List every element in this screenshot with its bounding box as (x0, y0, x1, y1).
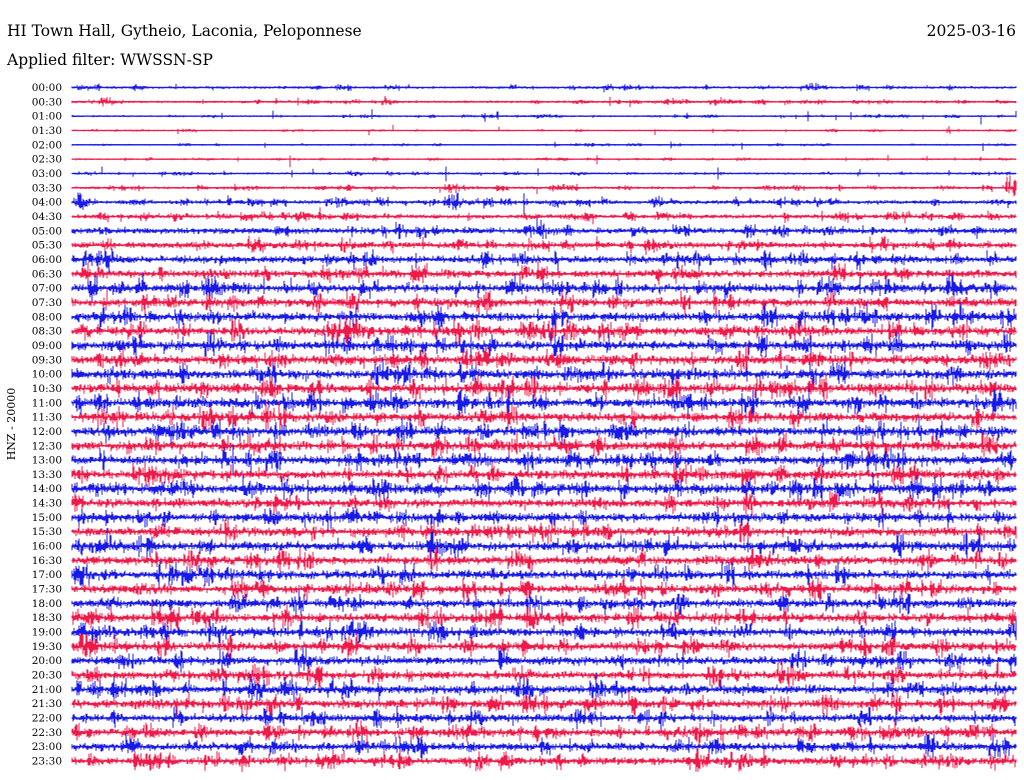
trace-label: 02:00 (32, 139, 62, 151)
trace-label: 04:30 (32, 211, 62, 223)
trace-label: 17:00 (32, 569, 62, 581)
trace-label: 10:00 (32, 369, 62, 381)
seismogram-trace (71, 577, 1017, 603)
seismogram-traces (71, 82, 1017, 772)
trace-label: 06:30 (32, 268, 62, 280)
station-title: HI Town Hall, Gytheio, Laconia, Peloponn… (7, 22, 362, 40)
seismogram-trace (71, 155, 1017, 168)
seismogram-trace (71, 705, 1017, 733)
trace-time-labels: 00:00 00:30 01:00 01:30 02:00 02:30 03:00 03:30… (32, 82, 62, 768)
trace-label: 19:30 (32, 641, 62, 653)
seismogram-trace (71, 632, 1017, 659)
trace-label: 02:30 (32, 154, 62, 166)
trace-label: 00:30 (32, 96, 62, 108)
trace-label: 07:00 (32, 283, 62, 295)
trace-label: 16:00 (32, 541, 62, 553)
trace-label: 05:30 (32, 240, 62, 252)
trace-label: 16:30 (32, 555, 62, 567)
trace-label: 12:30 (32, 440, 62, 452)
trace-label: 15:00 (32, 512, 62, 524)
trace-label: 05:00 (32, 225, 62, 237)
trace-label: 07:30 (32, 297, 62, 309)
y-axis-label: HNZ - 20000 (5, 388, 18, 461)
trace-label: 11:00 (32, 397, 62, 409)
trace-label: 23:00 (32, 741, 62, 753)
trace-label: 19:00 (32, 627, 62, 639)
seismogram-trace (71, 141, 1017, 151)
trace-label: 00:00 (32, 82, 62, 94)
seismogram-trace (71, 218, 1017, 240)
trace-label: 09:00 (32, 340, 62, 352)
trace-label: 11:30 (32, 412, 62, 424)
seismogram-trace (71, 602, 1017, 631)
trace-label: 06:00 (32, 254, 62, 266)
seismogram-trace (71, 547, 1017, 572)
trace-label: 21:00 (32, 684, 62, 696)
trace-label: 21:30 (32, 698, 62, 710)
trace-label: 15:30 (32, 526, 62, 538)
trace-label: 14:00 (32, 483, 62, 495)
trace-label: 20:30 (32, 670, 62, 682)
trace-label: 09:30 (32, 354, 62, 366)
trace-label: 08:30 (32, 326, 62, 338)
trace-label: 14:30 (32, 498, 62, 510)
trace-label: 17:30 (32, 584, 62, 596)
trace-label: 23:30 (32, 756, 62, 768)
trace-label: 03:00 (32, 168, 62, 180)
trace-label: 12:00 (32, 426, 62, 438)
trace-label: 20:00 (32, 655, 62, 667)
trace-label: 22:30 (32, 727, 62, 739)
date-label: 2025-03-16 (927, 22, 1016, 40)
trace-label: 04:00 (32, 197, 62, 209)
seismogram-trace (71, 192, 1017, 215)
seismogram-trace (71, 175, 1017, 197)
trace-label: 03:30 (32, 182, 62, 194)
trace-label: 13:00 (32, 455, 62, 467)
trace-label: 22:00 (32, 713, 62, 725)
trace-label: 01:00 (32, 111, 62, 123)
trace-label: 08:00 (32, 311, 62, 323)
trace-label: 13:30 (32, 469, 62, 481)
seismogram-trace (71, 732, 1017, 759)
trace-label: 10:30 (32, 383, 62, 395)
trace-label: 18:00 (32, 598, 62, 610)
trace-label: 18:30 (32, 612, 62, 624)
filter-label: Applied filter: WWSSN-SP (6, 51, 213, 69)
seismogram-trace (71, 109, 1017, 125)
trace-label: 01:30 (32, 125, 62, 137)
